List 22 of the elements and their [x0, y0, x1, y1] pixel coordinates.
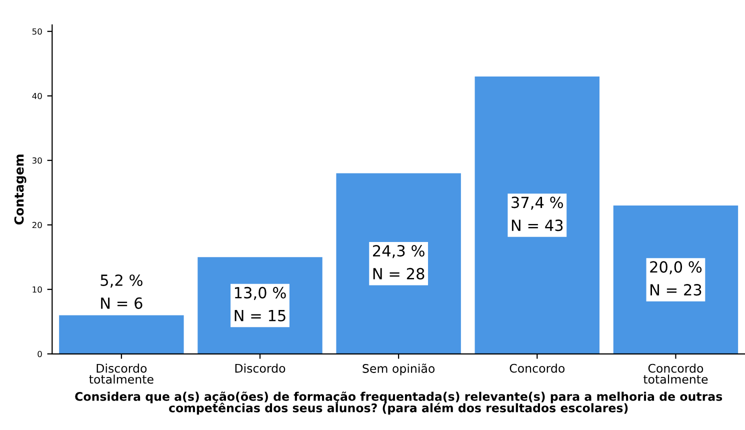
- data-label: 5,2 % N = 6: [100, 274, 142, 309]
- x-tick-label: Concordo: [510, 364, 565, 373]
- y-tick-label: 30: [32, 157, 42, 164]
- bar: [59, 315, 184, 354]
- x-tick-label: Sem opinião: [362, 364, 435, 376]
- y-axis-title: Contagem: [14, 154, 26, 225]
- bar: [474, 76, 600, 354]
- data-label: 24,3 % N = 28: [373, 245, 424, 280]
- y-tick-label: 20: [32, 222, 42, 228]
- y-tick-label: 0: [38, 350, 42, 358]
- data-label: 20,0 % N = 23: [650, 261, 702, 296]
- x-tick-label: Discordo totalmente: [89, 364, 154, 384]
- x-tick-label: Concordo totalmente: [643, 364, 708, 384]
- data-label: 13,0 % N = 15: [234, 286, 286, 322]
- data-label: 37,4 % N = 43: [512, 196, 563, 232]
- y-tick-label: 40: [32, 92, 42, 100]
- bar: [336, 173, 461, 354]
- bar: [613, 206, 738, 354]
- y-tick-label: 10: [32, 286, 42, 293]
- x-axis-title: Considera que a(s) ação(ões) de formação frequentada(s) relevante(s) para a melhoria de outras competências dos seus alunos? (para além dos resultados escolares): [75, 392, 722, 415]
- y-tick-label: 50: [32, 28, 42, 35]
- x-tick-label: Discordo: [235, 364, 286, 373]
